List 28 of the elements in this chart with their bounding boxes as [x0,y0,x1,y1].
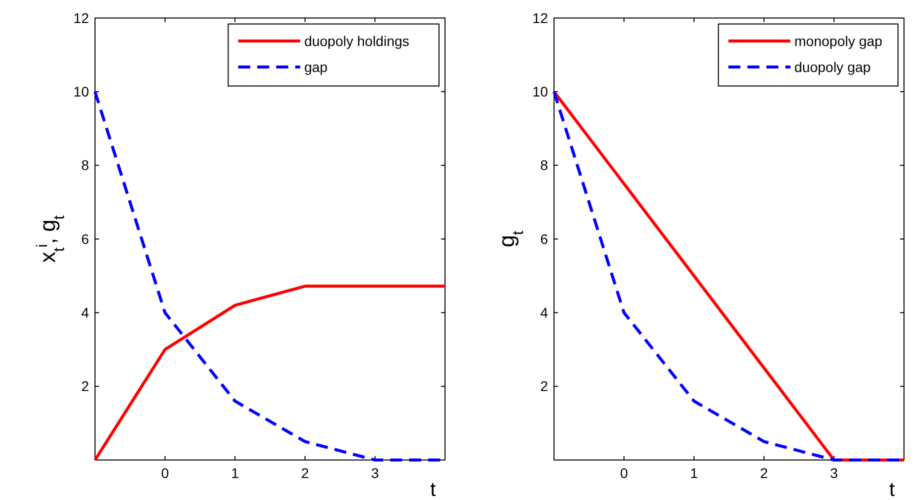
legend-label: monopoly gap [794,32,883,49]
line-series [94,284,446,462]
legend-label: duopoly holdings [304,32,410,49]
x-tick-label: 2 [301,465,310,481]
legend-label: gap [304,58,328,75]
y-tick-label: 8 [81,157,90,174]
y-tick-label: 6 [81,230,90,247]
y-tick-label: 10 [532,84,548,100]
x-tick-label: 1 [231,465,240,481]
y-tick-label: 8 [540,157,548,174]
y-tick-label: 4 [540,304,548,321]
x-axis-title: t [430,479,436,500]
y-tick-label: 12 [532,10,548,26]
legend-label: duopoly gap [794,58,871,75]
line-series [552,90,906,462]
x-tick-label: 1 [690,465,698,481]
y-tick-label: 4 [81,304,90,321]
x-axis-title: t [889,479,896,500]
y-tick-label: 2 [81,378,90,394]
x-tick-label: 0 [161,465,170,481]
y-tick-label: 10 [73,84,90,100]
x-tick-label: 3 [830,465,838,481]
y-tick-label: 6 [540,230,548,247]
x-tick-label: 3 [371,465,380,481]
x-tick-label: 0 [620,465,628,481]
y-tick-label: 12 [73,10,90,26]
x-tick-label: 2 [760,465,768,481]
y-tick-label: 2 [540,378,548,394]
